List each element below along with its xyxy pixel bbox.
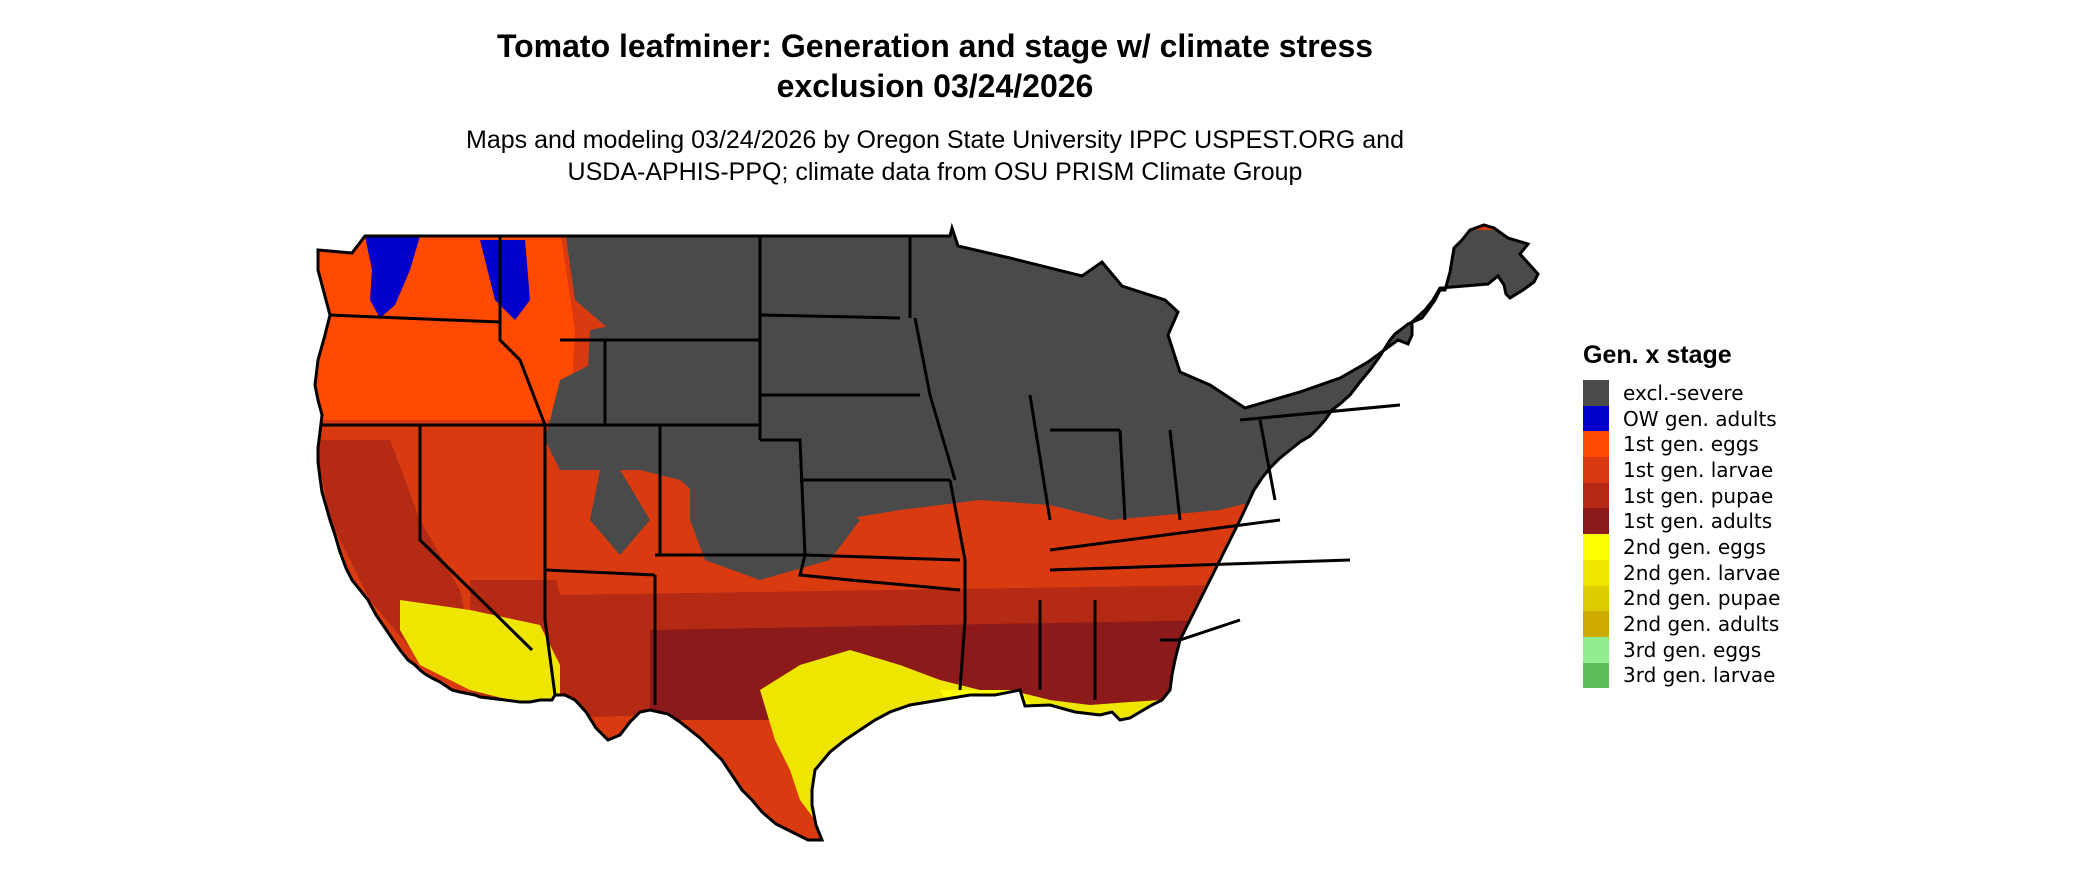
legend-label: 3rd gen. larvae	[1623, 663, 1776, 688]
legend-item: 1st gen. adults	[1583, 508, 1780, 535]
zone-ow-adults-idaho	[480, 240, 530, 320]
legend-swatch	[1583, 559, 1609, 586]
legend-item: 2nd gen. adults	[1583, 611, 1780, 637]
legend-item: 1st gen. pupae	[1583, 482, 1780, 509]
legend-item: 2nd gen. eggs	[1583, 534, 1780, 560]
legend-title: Gen. x stage	[1583, 341, 1732, 369]
map-title-line2: exclusion 03/24/2026	[776, 68, 1094, 104]
legend-label: 1st gen. larvae	[1623, 457, 1774, 482]
zone-ow-adults-northwest	[365, 236, 420, 318]
map-subtitle-line1: Maps and modeling 03/24/2026 by Oregon S…	[466, 126, 1404, 154]
legend-label: 3rd gen. eggs	[1623, 637, 1762, 662]
legend-label: 1st gen. adults	[1623, 509, 1773, 534]
legend-label: 1st gen. eggs	[1623, 432, 1759, 457]
legend-swatch	[1583, 534, 1609, 560]
state-boundaries	[313, 222, 1540, 842]
legend-label: 2nd gen. eggs	[1623, 534, 1766, 559]
legend-item: 1st gen. larvae	[1583, 457, 1780, 483]
us-map	[313, 222, 1540, 842]
legend-swatch	[1583, 585, 1609, 612]
legend-swatch	[1583, 662, 1609, 689]
legend-item: 1st gen. eggs	[1583, 431, 1780, 458]
legend: Gen. x stage excl.-severe OW gen. adults 1…	[1583, 338, 1781, 689]
zone-2nd-gen-eggs-southwest	[400, 600, 560, 705]
legend-item: OW gen. adults	[1583, 405, 1780, 432]
legend-item: 3rd gen. eggs	[1583, 636, 1780, 663]
zone-excluded-southwest	[690, 470, 860, 580]
zone-ow-adults-northeast	[1420, 432, 1480, 450]
legend-label: OW gen. adults	[1623, 406, 1777, 431]
zone-1st-gen-eggs-northwest	[315, 230, 575, 420]
legend-item: excl.-severe	[1583, 380, 1780, 406]
legend-swatch	[1583, 380, 1609, 406]
legend-item: 2nd gen. larvae	[1583, 559, 1781, 586]
legend-label: 2nd gen. adults	[1623, 612, 1780, 637]
legend-label: 2nd gen. larvae	[1623, 560, 1781, 585]
legend-swatch	[1583, 508, 1609, 535]
legend-swatch	[1583, 405, 1609, 432]
legend-swatch	[1583, 431, 1609, 458]
legend-swatch	[1583, 457, 1609, 483]
map-subtitle-line2: USDA-APHIS-PPQ; climate data from OSU PR…	[567, 158, 1303, 186]
legend-swatch	[1583, 611, 1609, 637]
legend-label: 1st gen. pupae	[1623, 483, 1774, 508]
legend-item: 3rd gen. larvae	[1583, 662, 1780, 689]
legend-swatch	[1583, 482, 1609, 509]
legend-label: 2nd gen. pupae	[1623, 586, 1781, 611]
map-title-line1: Tomato leafminer: Generation and stage w…	[496, 28, 1374, 64]
legend-swatch	[1583, 636, 1609, 663]
zone-2nd-gen-pupae-florida	[1125, 800, 1165, 840]
legend-label: excl.-severe	[1623, 380, 1744, 405]
legend-items: excl.-severe OW gen. adults 1st gen. eggs 1…	[1583, 380, 1781, 689]
legend-item: 2nd gen. pupae	[1583, 585, 1781, 612]
zone-2nd-gen-larvae-gulf	[760, 650, 1180, 840]
